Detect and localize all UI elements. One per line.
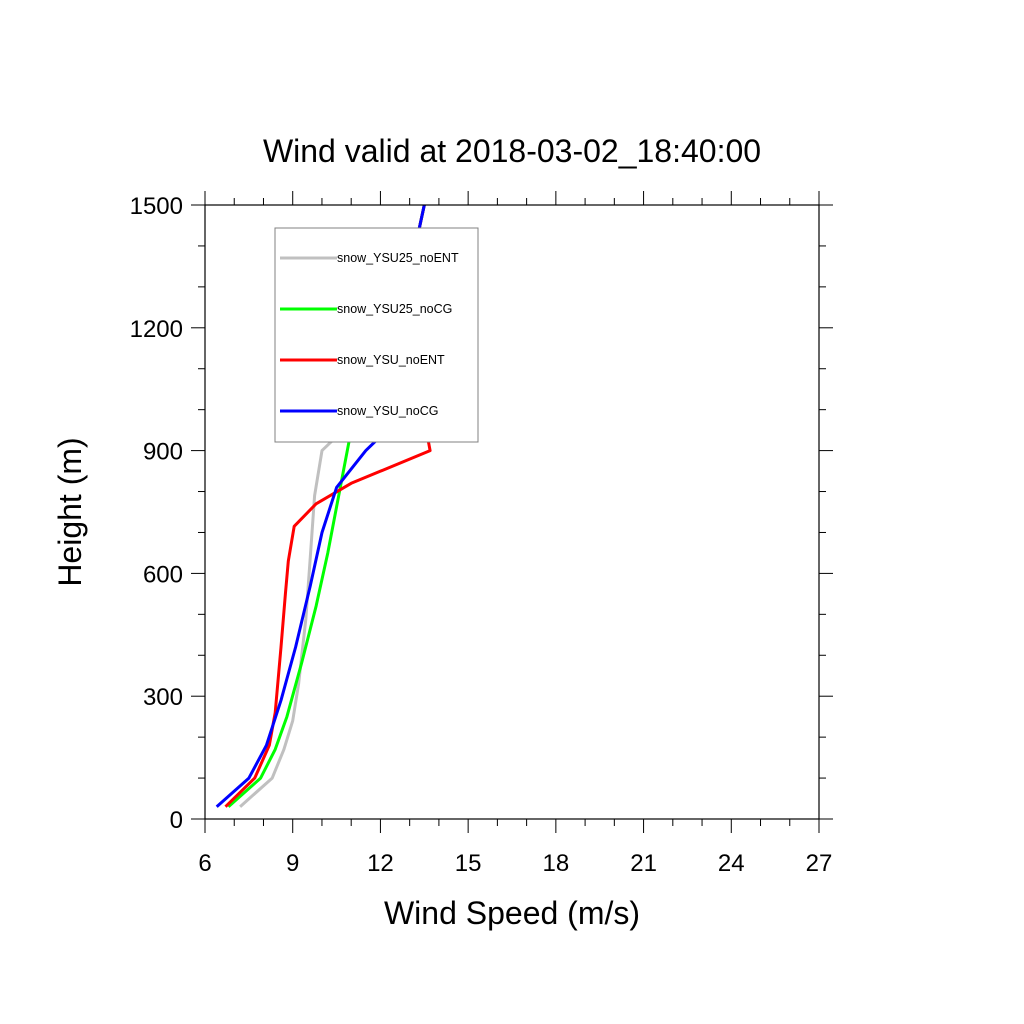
x-tick-label: 12 xyxy=(367,850,394,877)
legend-label: snow_YSU25_noCG xyxy=(337,302,452,316)
axis-ticks: 6 9 12 15 18 21 24 27 0 300 600 900 1200 1500 xyxy=(130,191,833,877)
x-tick-label: 6 xyxy=(198,850,211,877)
y-tick-label: 300 xyxy=(143,684,183,711)
legend-items: snow_YSU25_noENT snow_YSU25_noCG snow_YSU_… xyxy=(280,251,459,418)
y-tick-label: 0 xyxy=(170,807,183,834)
x-tick-label: 24 xyxy=(718,850,745,877)
legend-label: snow_YSU_noCG xyxy=(337,404,438,418)
y-tick-label: 1200 xyxy=(130,316,183,343)
y-axis-title: Height (m) xyxy=(52,437,88,586)
y-tick-label: 900 xyxy=(143,439,183,466)
x-tick-label: 21 xyxy=(630,850,657,877)
y-tick-label: 1500 xyxy=(130,193,183,220)
plot-frame xyxy=(204,204,820,820)
legend-label: snow_YSU_noENT xyxy=(337,353,445,367)
y-tick-label: 600 xyxy=(143,561,183,588)
x-tick-label: 15 xyxy=(455,850,482,877)
x-tick-label: 18 xyxy=(543,850,570,877)
x-tick-label: 9 xyxy=(286,850,299,877)
legend-box xyxy=(274,227,479,443)
legend-label: snow_YSU25_noENT xyxy=(337,251,459,265)
chart-title: Wind valid at 2018-03-02_18:40:00 xyxy=(263,133,761,169)
x-axis-title: Wind Speed (m/s) xyxy=(384,895,640,931)
x-tick-label: 27 xyxy=(806,850,833,877)
legend: snow_YSU25_noENT snow_YSU25_noCG snow_YSU_… xyxy=(274,227,479,443)
